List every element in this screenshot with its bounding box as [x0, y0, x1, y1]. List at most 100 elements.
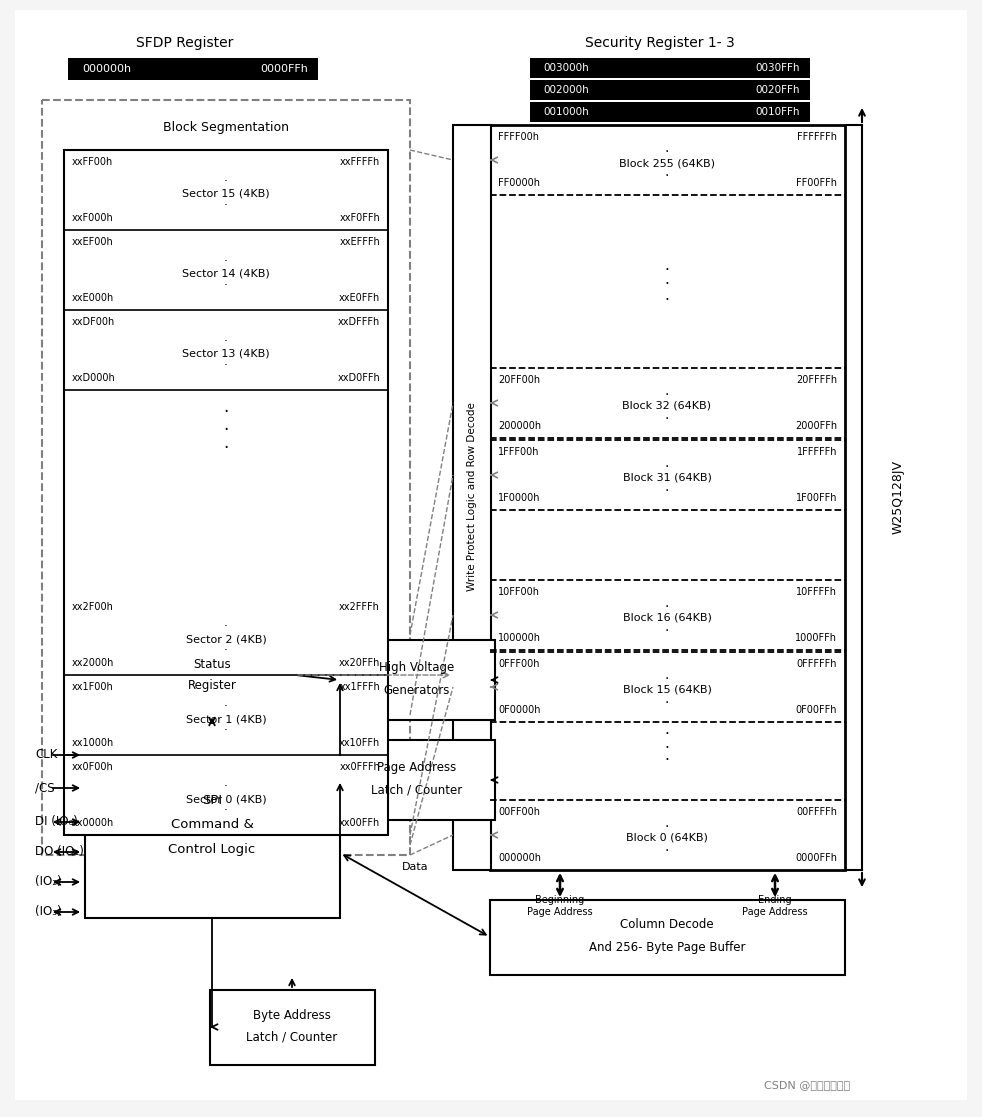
Text: 20FF00h: 20FF00h	[498, 375, 540, 385]
Text: 1FFF00h: 1FFF00h	[498, 447, 539, 457]
Text: ·: ·	[224, 360, 228, 372]
Text: ·: ·	[665, 145, 669, 159]
Text: ·: ·	[665, 293, 670, 307]
Text: 0FFFFFh: 0FFFFFh	[796, 659, 837, 669]
Text: ·: ·	[224, 335, 228, 349]
Text: 0020FFh: 0020FFh	[755, 85, 800, 95]
Text: xx0F00h: xx0F00h	[72, 762, 114, 772]
Text: xx2000h: xx2000h	[72, 658, 114, 668]
Text: ·: ·	[224, 621, 228, 633]
Bar	[130, 634, 295, 715]
Text: xx20FFh: xx20FFh	[339, 658, 380, 668]
Text: 0F00FFh: 0F00FFh	[795, 705, 837, 715]
Text: ·: ·	[665, 388, 669, 402]
Text: CSDN @小光学嵌入式: CSDN @小光学嵌入式	[764, 1080, 850, 1090]
Text: ·: ·	[665, 277, 670, 293]
Text: 003000h: 003000h	[543, 63, 589, 73]
Text: FFFF00h: FFFF00h	[498, 132, 539, 142]
Text: Latch / Counter: Latch / Counter	[371, 783, 463, 796]
Text: Command &: Command &	[171, 819, 253, 831]
Text: xx1F00h: xx1F00h	[72, 682, 114, 693]
Text: 00FF00h: 00FF00h	[498, 806, 540, 817]
Text: xx0000h: xx0000h	[72, 818, 114, 828]
Text: ·: ·	[665, 754, 670, 768]
Text: 0F0000h: 0F0000h	[498, 705, 540, 715]
Text: Sector 2 (4KB): Sector 2 (4KB)	[186, 634, 266, 645]
Text: ·: ·	[665, 727, 670, 743]
Text: 200000h: 200000h	[498, 421, 541, 431]
Text: Page Address: Page Address	[377, 762, 457, 774]
Text: Latch / Counter: Latch / Counter	[246, 1031, 338, 1043]
Text: Ending
Page Address: Ending Page Address	[742, 895, 808, 917]
Text: xxEF00h: xxEF00h	[72, 237, 114, 247]
Text: 10FF00h: 10FF00h	[498, 588, 540, 596]
Text: Data: Data	[402, 862, 428, 872]
Text: xx1000h: xx1000h	[72, 738, 114, 748]
Text: And 256- Byte Page Buffer: And 256- Byte Page Buffer	[589, 941, 745, 954]
Text: Block 16 (64KB): Block 16 (64KB)	[623, 613, 711, 623]
Text: 0000FFh: 0000FFh	[795, 853, 837, 863]
Text: xxDF00h: xxDF00h	[72, 317, 115, 327]
Text: Beginning
Page Address: Beginning Page Address	[527, 895, 593, 917]
Text: Generators: Generators	[384, 684, 450, 697]
Text: xx1FFFh: xx1FFFh	[339, 682, 380, 693]
Text: xxD000h: xxD000h	[72, 373, 116, 383]
Text: 0030FFh: 0030FFh	[755, 63, 800, 73]
Text: Block 0 (64KB): Block 0 (64KB)	[627, 833, 708, 843]
Text: 0010FFh: 0010FFh	[755, 107, 800, 117]
Text: Block 15 (64KB): Block 15 (64KB)	[623, 685, 711, 695]
Text: Sector 15 (4KB): Sector 15 (4KB)	[183, 189, 270, 199]
Text: 2000FFh: 2000FFh	[794, 421, 837, 431]
Text: ·: ·	[665, 484, 669, 498]
Text: FFFFFFh: FFFFFFh	[797, 132, 837, 142]
Text: xx2F00h: xx2F00h	[72, 602, 114, 612]
Text: Register: Register	[188, 678, 237, 691]
Bar	[490, 900, 845, 975]
Bar	[42, 101, 410, 855]
Text: xxFFFFh: xxFFFFh	[340, 157, 380, 168]
Text: FF0000h: FF0000h	[498, 178, 540, 188]
Text: xxD0FFh: xxD0FFh	[337, 373, 380, 383]
Text: xx2FFFh: xx2FFFh	[339, 602, 380, 612]
Text: Block 31 (64KB): Block 31 (64KB)	[623, 472, 711, 483]
Text: xxEFFFh: xxEFFFh	[339, 237, 380, 247]
Text: ·: ·	[224, 279, 228, 293]
Text: 100000h: 100000h	[498, 633, 541, 643]
Text: 1F00FFh: 1F00FFh	[795, 493, 837, 503]
Text: CLK: CLK	[35, 748, 57, 762]
Text: /CS: /CS	[35, 782, 55, 794]
Text: Block Segmentation: Block Segmentation	[163, 122, 289, 134]
Text: Block 32 (64KB): Block 32 (64KB)	[623, 401, 712, 411]
Text: xx0FFFh: xx0FFFh	[339, 762, 380, 772]
Text: SPI: SPI	[202, 794, 222, 808]
Text: ·: ·	[665, 600, 669, 614]
Text: xxE0FFh: xxE0FFh	[339, 293, 380, 303]
Text: xxDFFFh: xxDFFFh	[338, 317, 380, 327]
Bar	[530, 80, 810, 101]
Text: ·: ·	[224, 804, 228, 818]
Text: DI (IO₀): DI (IO₀)	[35, 815, 78, 829]
Bar	[210, 990, 375, 1065]
Bar	[490, 125, 845, 870]
Text: Sector 0 (4KB): Sector 0 (4KB)	[186, 794, 266, 804]
Text: Column Decode: Column Decode	[621, 918, 714, 932]
Text: DO (IO₁): DO (IO₁)	[35, 846, 83, 859]
Text: ·: ·	[665, 169, 669, 183]
Text: ·: ·	[223, 421, 229, 439]
Text: xx10FFh: xx10FFh	[339, 738, 380, 748]
Text: xxE000h: xxE000h	[72, 293, 114, 303]
Text: ·: ·	[665, 262, 670, 277]
Text: ·: ·	[224, 700, 228, 714]
Text: 000000h: 000000h	[82, 64, 132, 74]
Text: Write Protect Logic and Row Decode: Write Protect Logic and Row Decode	[467, 402, 477, 591]
Text: Block 255 (64KB): Block 255 (64KB)	[619, 157, 715, 168]
Bar	[340, 739, 495, 820]
Text: ·: ·	[665, 820, 669, 834]
Text: ·: ·	[665, 412, 669, 426]
Text: ·: ·	[224, 645, 228, 658]
Text: 002000h: 002000h	[543, 85, 589, 95]
Text: 10FFFFh: 10FFFFh	[796, 588, 837, 596]
Text: ·: ·	[224, 256, 228, 268]
Bar	[340, 640, 495, 720]
Text: ·: ·	[224, 781, 228, 793]
